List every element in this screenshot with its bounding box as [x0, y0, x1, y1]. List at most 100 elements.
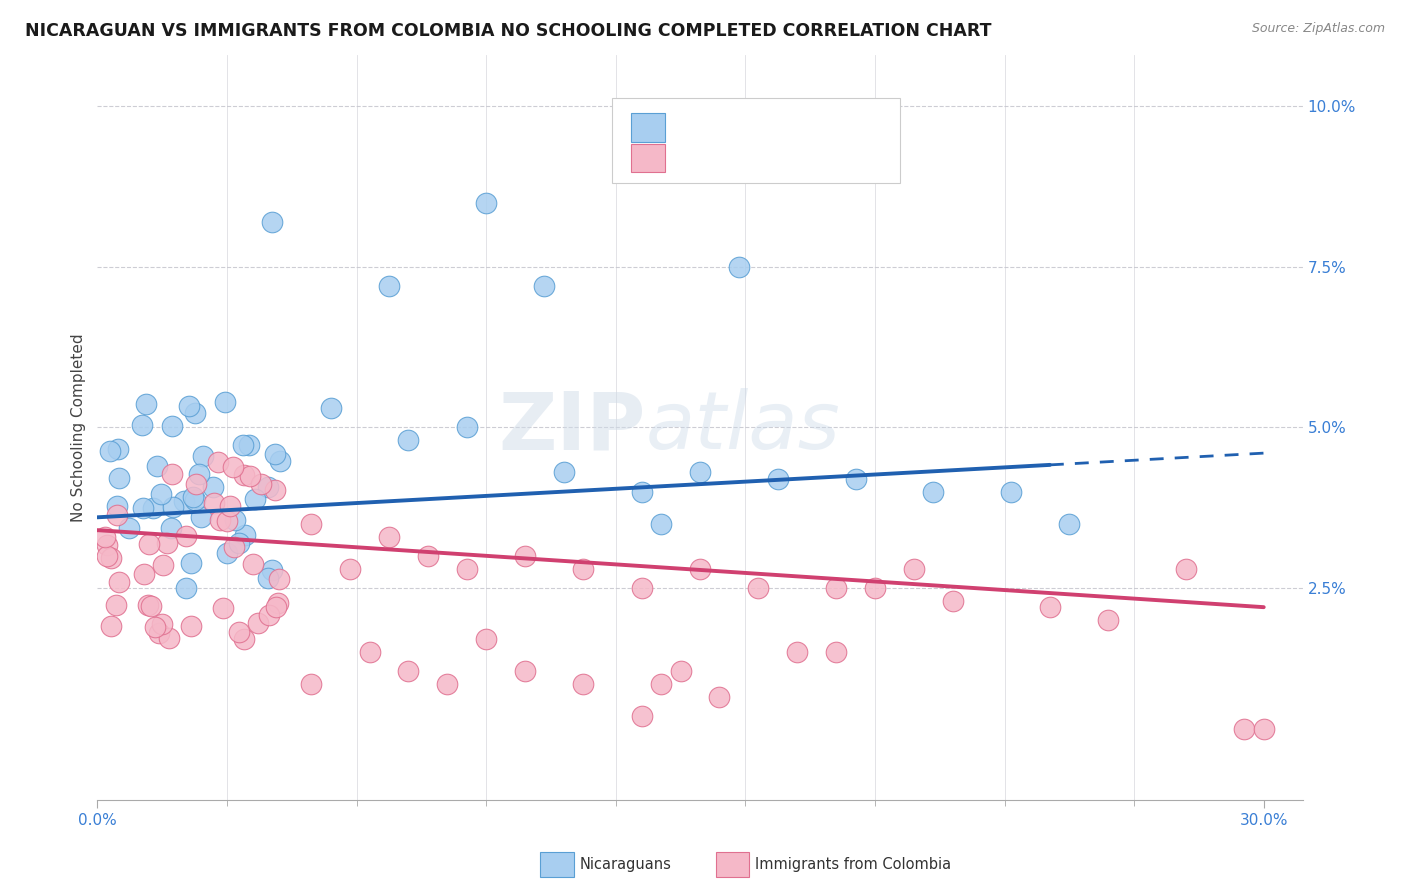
Point: [190, 509, 212, 524]
Point: [689, 466, 711, 480]
Point: [100, 618, 122, 632]
Text: ZIP: ZIP: [499, 388, 645, 467]
Point: [572, 677, 595, 691]
Point: [228, 624, 250, 639]
Point: [152, 558, 174, 572]
Point: [572, 562, 595, 576]
Point: [456, 420, 478, 434]
Point: [903, 562, 925, 576]
Point: [378, 530, 401, 544]
Point: [132, 567, 155, 582]
Point: [232, 438, 254, 452]
Point: [256, 571, 278, 585]
Point: [131, 417, 153, 432]
Point: [942, 593, 965, 607]
Point: [150, 487, 173, 501]
Point: [513, 665, 536, 679]
Point: [136, 598, 159, 612]
Point: [160, 467, 183, 481]
Point: [224, 540, 246, 554]
Point: [825, 581, 848, 595]
Point: [157, 631, 180, 645]
Point: [267, 572, 290, 586]
Point: [138, 536, 160, 550]
Point: [263, 483, 285, 498]
Point: [193, 450, 215, 464]
Point: [156, 535, 179, 549]
Point: [174, 581, 197, 595]
Point: [396, 665, 419, 679]
Point: [238, 438, 260, 452]
Point: [173, 493, 195, 508]
Point: [184, 492, 207, 507]
Point: [319, 401, 342, 416]
Point: [96, 538, 118, 552]
Point: [98, 444, 121, 458]
Point: [728, 260, 751, 274]
Point: [260, 563, 283, 577]
Point: [922, 484, 945, 499]
Point: [201, 480, 224, 494]
Point: [650, 677, 672, 691]
Point: [139, 599, 162, 614]
Point: [179, 556, 201, 570]
Point: [239, 469, 262, 483]
Point: [174, 529, 197, 543]
Point: [148, 626, 170, 640]
Point: [207, 455, 229, 469]
Point: [259, 608, 281, 623]
Point: [669, 665, 692, 679]
Point: [180, 619, 202, 633]
Point: [436, 677, 458, 691]
Point: [650, 516, 672, 531]
Point: [142, 501, 165, 516]
Text: R =  0.073  N = 63: R = 0.073 N = 63: [672, 119, 852, 136]
Point: [215, 514, 238, 528]
Point: [233, 528, 256, 542]
Point: [475, 632, 498, 647]
Point: [456, 562, 478, 576]
Point: [118, 521, 141, 535]
Point: [132, 501, 155, 516]
Text: Source: ZipAtlas.com: Source: ZipAtlas.com: [1251, 22, 1385, 36]
Point: [177, 399, 200, 413]
Point: [475, 195, 498, 210]
Point: [299, 677, 322, 691]
Point: [250, 476, 273, 491]
Point: [96, 549, 118, 563]
Point: [242, 557, 264, 571]
Point: [709, 690, 731, 704]
Point: [224, 513, 246, 527]
Point: [107, 574, 129, 589]
Point: [243, 491, 266, 506]
Point: [359, 645, 381, 659]
Point: [181, 490, 204, 504]
Point: [135, 397, 157, 411]
Point: [105, 499, 128, 513]
Point: [215, 546, 238, 560]
Point: [94, 531, 117, 545]
Point: [228, 535, 250, 549]
Point: [1059, 516, 1081, 531]
Point: [218, 499, 240, 513]
Point: [689, 562, 711, 576]
Point: [267, 596, 290, 610]
Point: [202, 496, 225, 510]
Point: [160, 418, 183, 433]
Point: [105, 508, 128, 522]
Point: [533, 279, 555, 293]
Point: [233, 468, 256, 483]
Point: [1000, 484, 1022, 499]
Point: [1253, 722, 1275, 736]
Point: [1097, 613, 1119, 627]
Point: [553, 466, 575, 480]
Point: [747, 581, 769, 595]
Point: [100, 550, 122, 565]
Point: [416, 549, 439, 563]
Point: [264, 599, 287, 614]
Point: [104, 598, 127, 612]
Point: [264, 447, 287, 461]
Point: [630, 484, 652, 499]
Point: [863, 581, 886, 595]
Point: [232, 632, 254, 646]
